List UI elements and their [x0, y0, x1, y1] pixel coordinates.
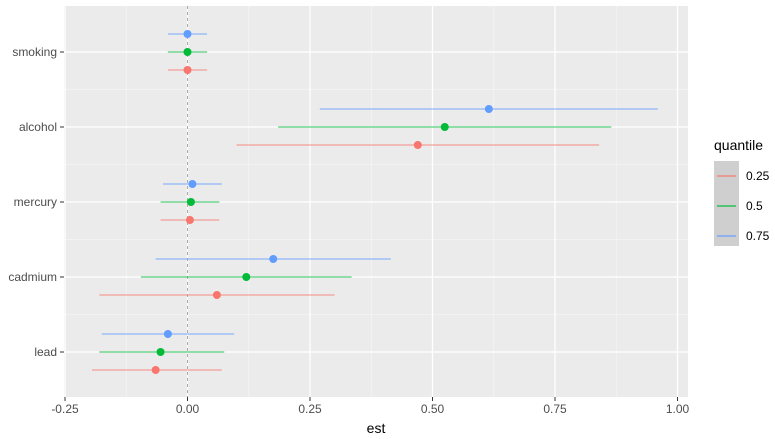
point-smoking-q0.5 — [183, 48, 192, 56]
x-tick-label: -0.25 — [51, 402, 79, 416]
legend-key-background — [714, 161, 739, 246]
legend-label-q0.25: 0.25 — [746, 169, 770, 183]
x-tick-label: 0.25 — [298, 402, 322, 416]
y-tick-label-alcohol: alcohol — [19, 120, 57, 134]
point-mercury-q0.75 — [188, 180, 197, 188]
x-tick-label: 0.50 — [421, 402, 445, 416]
point-smoking-q0.75 — [183, 30, 192, 38]
legend-title: quantile — [714, 137, 763, 153]
point-mercury-q0.25 — [185, 216, 194, 224]
point-alcohol-q0.25 — [413, 141, 422, 149]
point-lead-q0.25 — [151, 366, 160, 374]
point-lead-q0.5 — [156, 348, 165, 356]
point-lead-q0.75 — [163, 330, 172, 338]
point-smoking-q0.25 — [183, 66, 192, 74]
point-mercury-q0.5 — [186, 198, 195, 206]
y-tick-label-lead: lead — [34, 345, 57, 359]
x-tick-label: 0.75 — [543, 402, 567, 416]
legend-label-q0.5: 0.5 — [746, 199, 763, 213]
data-marks — [91, 30, 658, 374]
y-tick-label-cadmium: cadmium — [8, 270, 57, 284]
x-tick-label: 0.00 — [176, 402, 200, 416]
point-alcohol-q0.5 — [440, 123, 449, 131]
y-axis: smoking alcohol mercury cadmium lead — [8, 45, 64, 359]
legend: quantile 0.25 0.5 0.75 — [714, 137, 770, 246]
point-cadmium-q0.75 — [269, 255, 278, 263]
point-cadmium-q0.25 — [212, 291, 221, 299]
y-tick-label-smoking: smoking — [12, 45, 57, 59]
y-tick-label-mercury: mercury — [14, 195, 57, 209]
x-axis-title: est — [367, 420, 386, 436]
x-axis: -0.25 0.00 0.25 0.50 0.75 1.00 — [51, 397, 690, 416]
x-tick-label: 1.00 — [666, 402, 690, 416]
point-cadmium-q0.5 — [242, 273, 251, 281]
legend-label-q0.75: 0.75 — [746, 229, 770, 243]
point-alcohol-q0.75 — [484, 105, 493, 113]
